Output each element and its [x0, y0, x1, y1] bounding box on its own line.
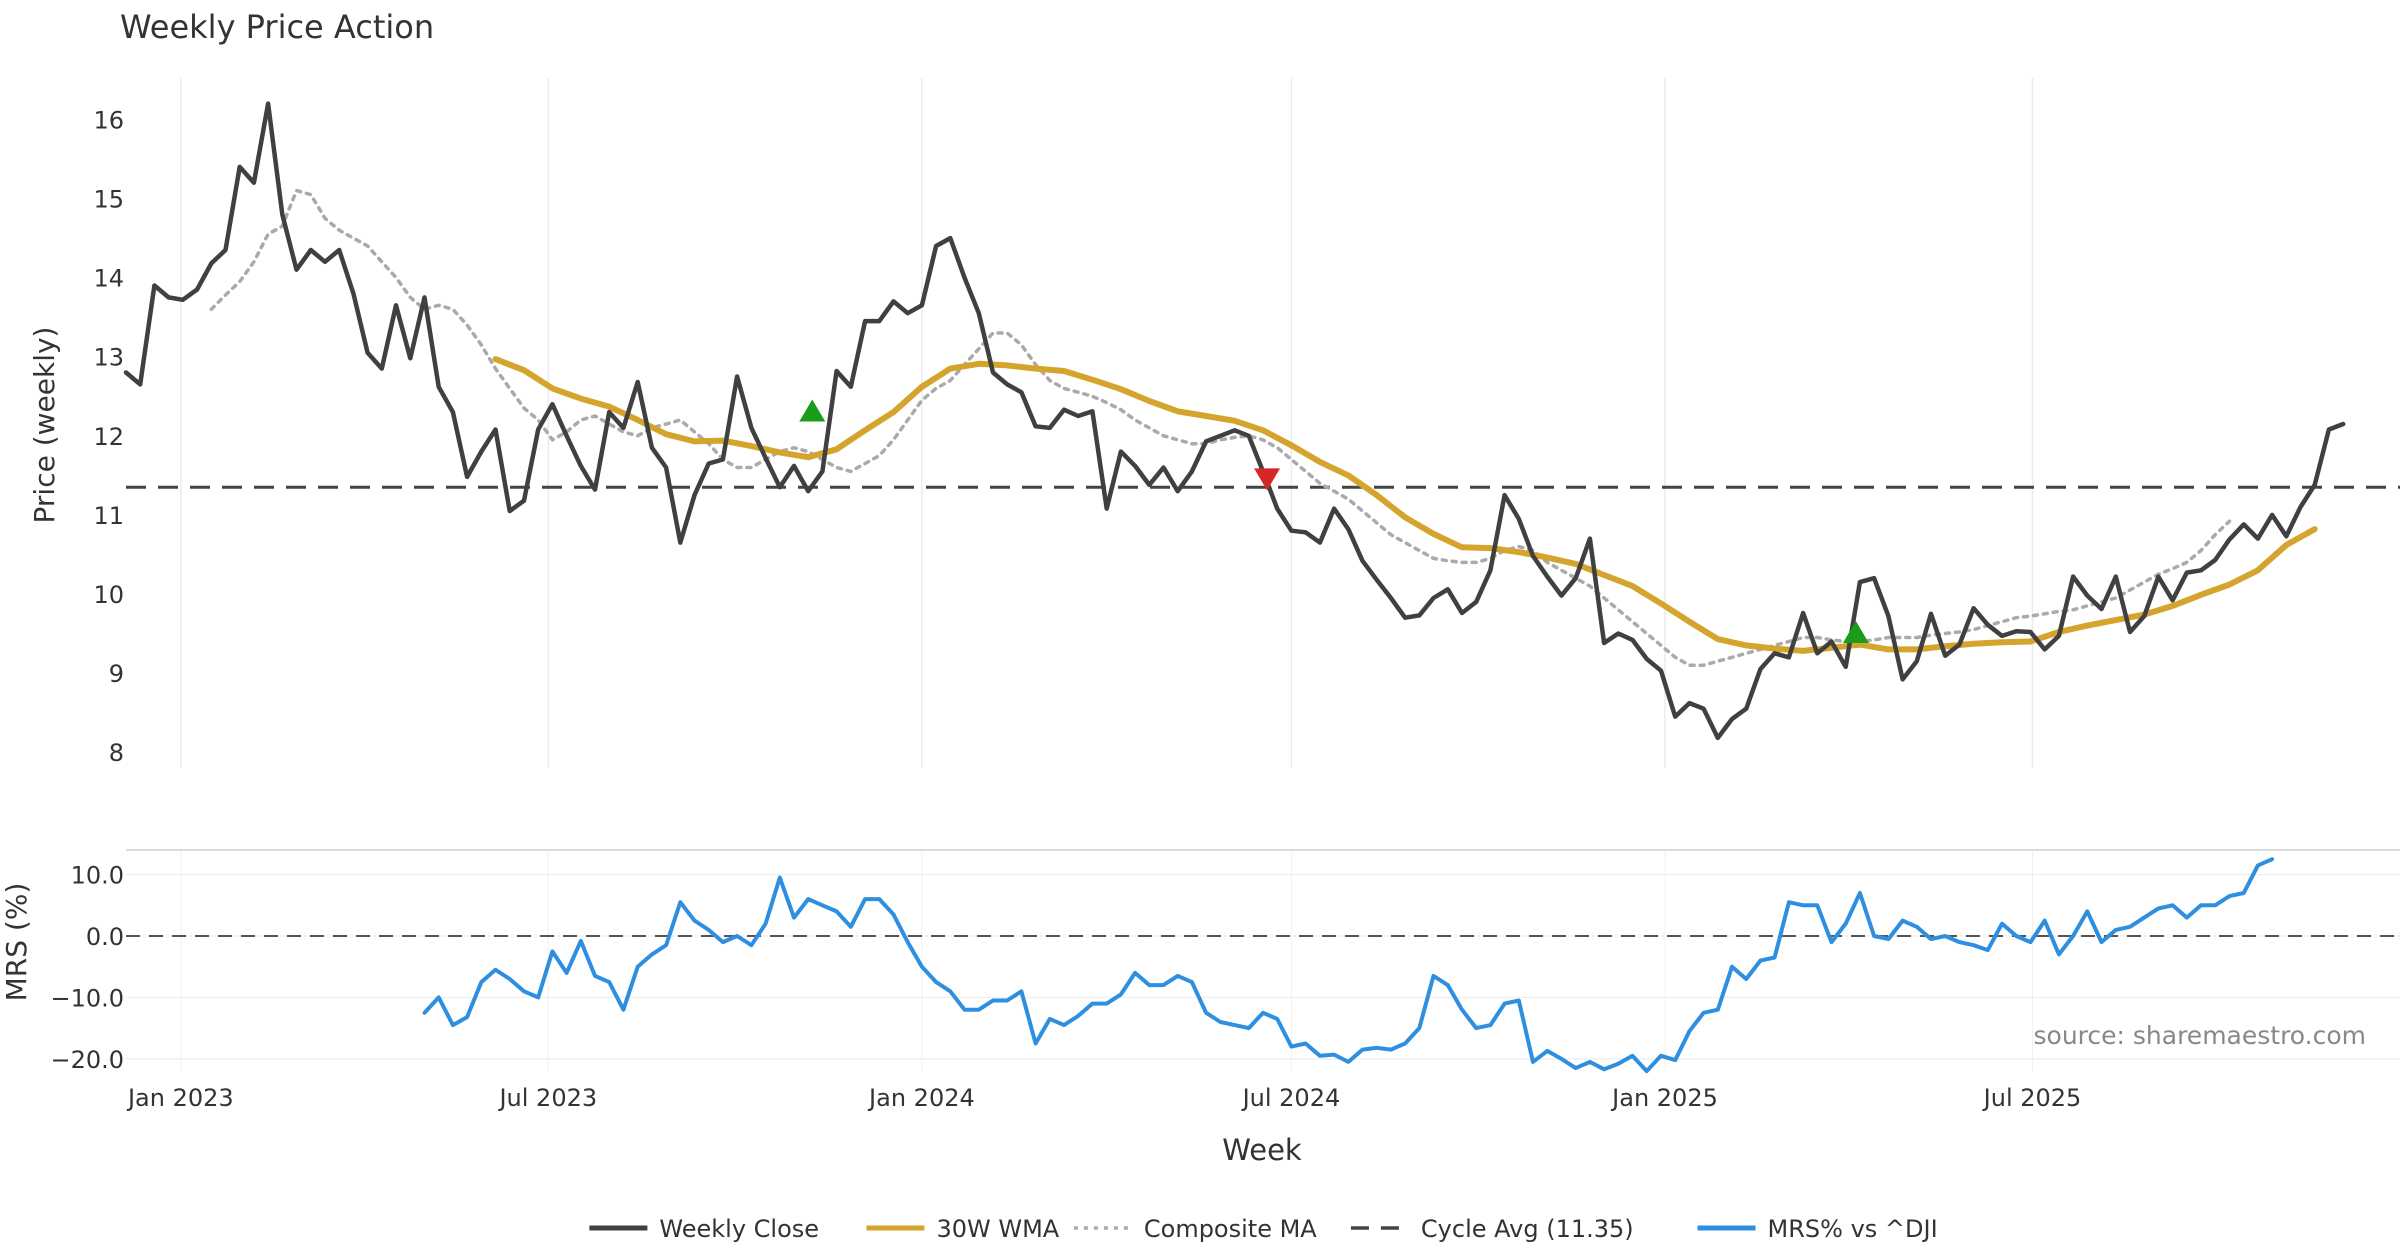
- price-y-tick-label: 14: [93, 265, 124, 293]
- price-y-tick-label: 11: [93, 502, 124, 530]
- price-y-axis-label: Price (weekly): [28, 327, 61, 524]
- price-y-tick-label: 13: [93, 344, 124, 372]
- x-tick-label: Jul 2024: [1241, 1084, 1341, 1112]
- price-y-tick-label: 8: [109, 739, 124, 767]
- legend-label: 30W WMA: [936, 1215, 1059, 1243]
- weekly-close-line: [123, 101, 2346, 741]
- axis-ticks-layer: Jan 2023 Jul 2023 Jan 2024 Jul 2024 Jan 2025…: [50, 106, 2081, 1112]
- legend-label: Cycle Avg (11.35): [1421, 1215, 1634, 1243]
- price-y-tick-label: 15: [93, 186, 124, 214]
- x-tick-label: Jan 2023: [126, 1084, 234, 1112]
- price-y-tick-label: 9: [109, 660, 124, 688]
- mrs-y-tick-label: −20.0: [50, 1046, 124, 1074]
- legend-item: 30W WMA: [866, 1215, 1060, 1243]
- legend-item: MRS% vs ^DJI: [1697, 1215, 1938, 1243]
- buy-signal-marker: [799, 399, 826, 422]
- legend-item: Cycle Avg (11.35): [1350, 1215, 1634, 1243]
- x-tick-label: Jan 2025: [1610, 1084, 1718, 1112]
- price-y-tick-label: 10: [93, 581, 124, 609]
- mrs-y-tick-label: −10.0: [50, 984, 124, 1012]
- x-tick-label: Jan 2024: [867, 1084, 975, 1112]
- wma-30w-line: [492, 356, 2318, 654]
- source-annotation: source: sharemaestro.com: [2034, 1021, 2367, 1050]
- legend-item: Composite MA: [1073, 1215, 1317, 1243]
- price-y-tick-label: 16: [93, 106, 124, 134]
- mrs-series-layer: [422, 857, 2275, 1074]
- price-series-layer: [123, 101, 2400, 741]
- composite-ma-line: [209, 188, 2232, 667]
- price-y-tick-label: 12: [93, 423, 124, 451]
- buy-signal-marker: [1842, 620, 1869, 643]
- x-tick-label: Jul 2023: [497, 1084, 597, 1112]
- sell-signal-marker: [1254, 468, 1281, 491]
- legend-label: Weekly Close: [659, 1215, 819, 1243]
- legend-item: Weekly Close: [589, 1215, 819, 1243]
- legend-label: Composite MA: [1144, 1215, 1317, 1243]
- legend: Weekly Close 30W WMA Composite MA Cycle Avg…: [589, 1215, 1938, 1243]
- mrs-y-tick-label: 0.0: [86, 923, 124, 951]
- x-axis-label: Week: [1222, 1133, 1302, 1167]
- price-grid: [180, 78, 2034, 768]
- chart-title: Weekly Price Action: [120, 8, 434, 46]
- mrs-line: [422, 857, 2275, 1074]
- mrs-y-tick-label: 10.0: [71, 862, 124, 890]
- mrs-y-axis-label: MRS (%): [0, 883, 33, 1002]
- x-tick-label: Jul 2025: [1982, 1084, 2082, 1112]
- legend-label: MRS% vs ^DJI: [1768, 1215, 1938, 1243]
